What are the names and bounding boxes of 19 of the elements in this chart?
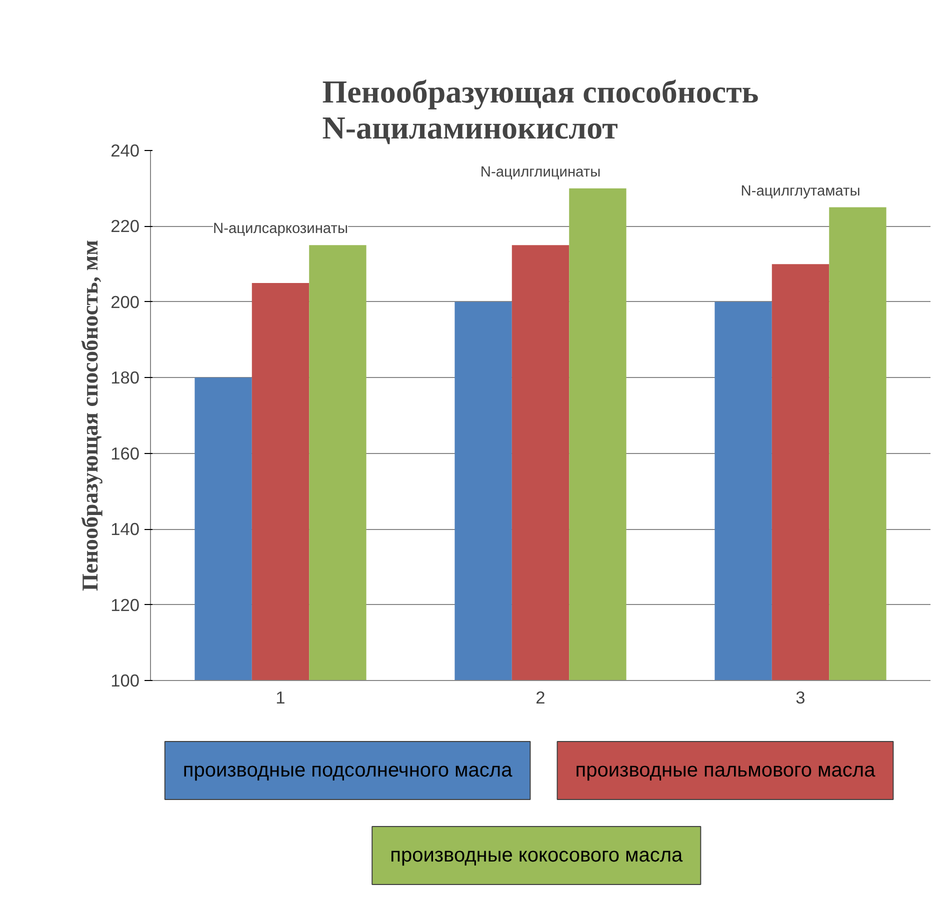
text: производные кокосового масла (390, 844, 684, 866)
y-tick-label: 160 (110, 443, 140, 464)
y-tick-label: 180 (110, 368, 140, 388)
x-tick-label: 1 (276, 688, 286, 708)
annotation: N-ацилглицинаты (480, 164, 601, 180)
y-tick-label: 100 (110, 670, 140, 690)
y-tick-label: 120 (110, 594, 140, 615)
chart-title: Пенообразующая способность N-ациламинокислот (322, 74, 759, 146)
y-tick-label: 220 (110, 216, 140, 236)
annotation: N-ацилглутаматы (740, 183, 860, 200)
x-tick-label: 3 (796, 688, 806, 708)
y-tick-label: 200 (110, 292, 140, 312)
x-tick-label: 2 (536, 688, 546, 708)
annotation: N-ацилсаркозинаты (212, 221, 348, 238)
text: производные подсолнечного масла (182, 760, 514, 782)
y-tick-label: 240 (110, 140, 140, 160)
y-tick-label: 140 (110, 519, 140, 540)
text: производные пальмового масла (575, 760, 876, 782)
y-axis-title: Пенообразующая способность, мм (78, 240, 103, 592)
